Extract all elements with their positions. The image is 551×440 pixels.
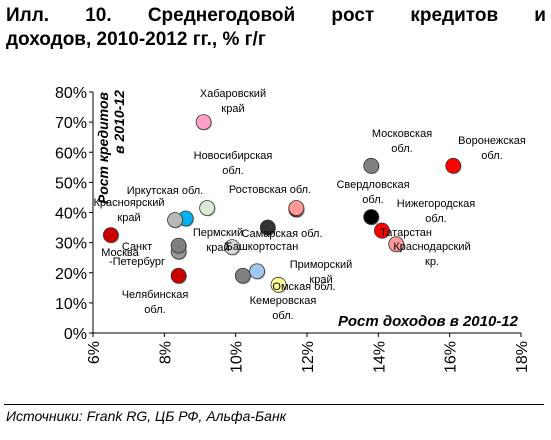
y-axis-title-line-1: Рост кредитов [95, 92, 111, 204]
data-point [167, 212, 183, 228]
data-point [249, 263, 265, 280]
data-label: обл. [362, 194, 383, 206]
data-point [199, 200, 216, 216]
y-tick-label: 0% [64, 326, 87, 343]
data-label: -Петербург [109, 256, 165, 268]
data-point [170, 237, 187, 254]
y-tick-label: 10% [55, 296, 87, 313]
data-label: Краснодарский [393, 241, 470, 253]
title-word: Среднегодовой [147, 5, 296, 26]
title-line-1: Илл. 10. Среднегодовой рост кредитов и [6, 4, 546, 28]
x-tick-label: 16% [443, 341, 460, 373]
x-tick-label: 8% [157, 341, 174, 364]
data-point [170, 267, 187, 284]
data-label: край [206, 242, 229, 254]
x-tick-label: 6% [86, 341, 103, 364]
data-label: Новосибирская [194, 150, 273, 162]
data-label: Московская [372, 128, 432, 140]
y-tick-label: 40% [55, 206, 87, 223]
data-label: Кемеровская [250, 295, 317, 307]
title-word: рост [331, 5, 375, 26]
data-label: Татарстан [380, 227, 432, 239]
data-label: Красноярский [93, 197, 164, 209]
data-label: Нижегородская [397, 198, 476, 210]
source-note: Источники: Frank RG, ЦБ РФ, Альфа-Банк [6, 408, 287, 424]
data-point [195, 114, 212, 131]
data-label: Пермский [193, 227, 243, 239]
data-label: край [117, 212, 140, 224]
data-point [224, 239, 241, 256]
data-label: Самарская обл. [241, 228, 322, 240]
data-point [363, 209, 380, 225]
data-label: Омская обл. [272, 281, 335, 293]
data-label: Хабаровский [200, 88, 266, 100]
title-word: и [534, 5, 546, 26]
title-word: Илл. [6, 5, 50, 26]
data-point [445, 157, 462, 174]
data-label: обл. [272, 310, 293, 322]
data-point [288, 200, 305, 216]
x-axis-title: Рост доходов в 2010-12 [338, 313, 519, 330]
y-axis-title-line-2: в 2010-12 [111, 90, 127, 154]
data-label: Ростовская обл. [229, 184, 311, 196]
title-word: кредитов [410, 5, 499, 26]
data-point [373, 222, 390, 239]
title-line-2: доходов, 2010-2012 гг., % г/г [6, 29, 266, 50]
data-label: обл. [481, 150, 502, 162]
data-label: обл. [391, 143, 412, 155]
data-label: обл. [425, 213, 446, 225]
x-tick-label: 18% [514, 341, 531, 373]
data-label: Воронежская [458, 135, 526, 147]
y-tick-label: 60% [55, 145, 87, 162]
data-label: край [309, 274, 332, 286]
data-point [259, 219, 276, 236]
data-point [234, 267, 251, 284]
y-tick-label: 80% [55, 85, 87, 102]
x-tick-label: 10% [229, 341, 246, 373]
data-label: Москва [101, 247, 139, 259]
title-word: 10. [85, 5, 112, 26]
data-label: Башкортостан [226, 241, 299, 253]
data-point [270, 276, 287, 293]
x-tick-label: 12% [300, 341, 317, 373]
chart-title: Илл. 10. Среднегодовой рост кредитов и д… [6, 4, 546, 52]
y-tick-label: 70% [55, 115, 87, 132]
y-tick-label: 30% [55, 236, 87, 253]
data-label: Санкт [122, 241, 152, 253]
y-tick-label: 50% [55, 175, 87, 192]
data-label: обл. [144, 304, 165, 316]
data-label: Иркутская обл. [127, 185, 203, 197]
x-tick-label: 14% [371, 341, 388, 373]
data-label: край [221, 103, 244, 115]
data-label: обл. [222, 165, 243, 177]
data-label: Приморский [290, 259, 353, 271]
data-label: Челябинская [122, 289, 189, 301]
data-label: кр. [425, 256, 439, 268]
data-point [388, 236, 405, 253]
data-point [363, 157, 380, 174]
data-point [102, 227, 119, 243]
source-divider [4, 404, 544, 405]
data-label: Свердловская [336, 179, 409, 191]
y-tick-label: 20% [55, 266, 87, 283]
